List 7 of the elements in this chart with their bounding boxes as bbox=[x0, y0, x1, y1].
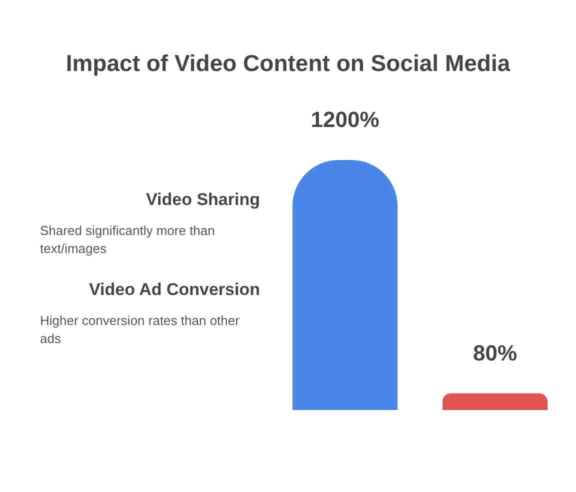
chart-title: Impact of Video Content on Social Media bbox=[64, 50, 512, 77]
text: Video Ad Conversion bbox=[88, 280, 260, 300]
text: Higher conversion rates than other ads bbox=[40, 312, 240, 348]
text: Shared significantly more than text/images bbox=[40, 222, 216, 258]
data-label: 1200% bbox=[310, 107, 380, 132]
data-label: 80% bbox=[472, 340, 518, 366]
text: Video Sharing bbox=[145, 190, 260, 210]
